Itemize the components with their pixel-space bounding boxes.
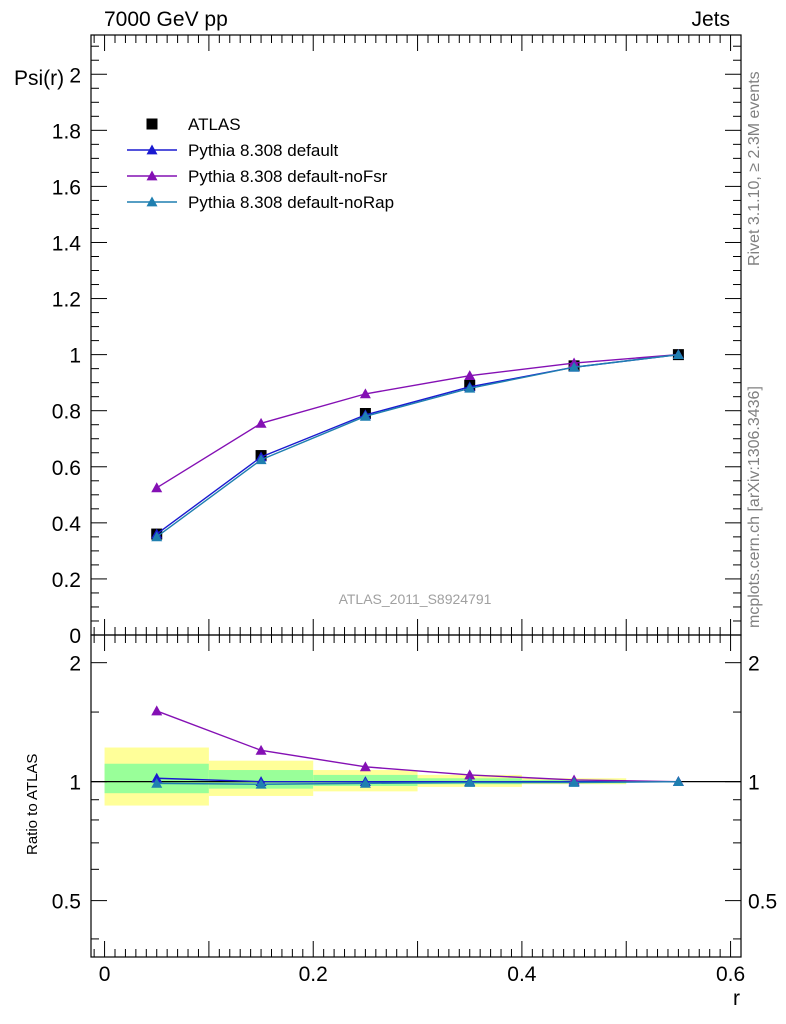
x-tick-label: 0 [99, 963, 111, 986]
main-y-tick-label: 2 [69, 64, 81, 87]
process-title: Jets [691, 8, 730, 31]
main-y-tick-label: 0.2 [52, 569, 81, 592]
ratio-point [568, 777, 580, 787]
legend: ATLAS Pythia 8.308 default Pythia 8.308 de… [127, 115, 394, 212]
ratio-point [151, 772, 163, 783]
series-pythia-8-308-default-nofsr [151, 349, 684, 493]
axis-ticks [91, 35, 741, 957]
legend-marker [146, 170, 158, 181]
ratio-line [156, 780, 679, 785]
ratio-point [359, 777, 371, 788]
main-y-tick-label: 1 [69, 345, 81, 368]
ratio-point [255, 778, 267, 789]
ratio-point [672, 776, 684, 787]
main-y-tick-label: 0.6 [52, 457, 81, 480]
ratio-point [151, 705, 163, 716]
ratio-y-tick-label: 0.5 [52, 891, 81, 914]
series-line [156, 353, 679, 489]
ratio-point [464, 769, 476, 780]
ratio-point [255, 744, 267, 755]
data-point [255, 417, 267, 428]
ratio-line [156, 777, 679, 783]
main-y-tick-label: 0.4 [52, 513, 82, 536]
data-point [255, 454, 267, 465]
ratio-y-tick-label-right: 0.5 [748, 891, 777, 914]
data-point [672, 349, 684, 360]
ratio-y-axis-label: Ratio to ATLAS [24, 754, 41, 855]
x-tick-label: 0.6 [716, 963, 745, 986]
series-pythia-8-308-default [151, 349, 684, 539]
legend-entry: Pythia 8.308 default [127, 141, 339, 160]
ratio-line [156, 710, 679, 783]
series-line [156, 353, 679, 538]
ratio-point [359, 761, 371, 772]
ratio-series-pythia-8-308-default-norap [151, 776, 684, 789]
legend-entry: Pythia 8.308 default-noFsr [127, 167, 388, 186]
data-point [359, 410, 371, 421]
ratio-point [151, 777, 163, 788]
ratio-y-tick-label-right: 2 [748, 653, 760, 676]
main-y-tick-label: 0.8 [52, 401, 81, 424]
series-pythia-8-308-default-norap [151, 349, 684, 542]
x-tick-label: 0.2 [299, 963, 328, 986]
data-point [568, 361, 580, 372]
axis-labels: 0 0.2 0.4 0.6 0.8 1 1.2 1.4 1.6 1.8 2 0 0.2 0.4 0.6 0.5… [52, 64, 777, 986]
main-y-tick-label: 1.2 [52, 289, 81, 312]
data-point [151, 482, 163, 493]
series-line [156, 353, 679, 535]
ratio-point [464, 777, 476, 787]
data-point [464, 382, 476, 393]
energy-title: 7000 GeV pp [104, 8, 228, 31]
x-tick-label: 0.4 [507, 963, 537, 986]
ratio-y-tick-label-right: 1 [748, 772, 760, 795]
legend-entry: ATLAS [146, 115, 241, 134]
data-point [464, 370, 476, 381]
series-atlas [151, 349, 684, 540]
ratio-plot-frame [90, 634, 742, 958]
data-point [359, 388, 371, 399]
ratio-y-tick-label: 2 [69, 653, 81, 676]
main-y-tick-label: 1.6 [52, 176, 81, 199]
main-y-axis-label: Psi(r) [14, 67, 64, 90]
legend-label: Pythia 8.308 default [188, 141, 339, 160]
legend-label: Pythia 8.308 default-noFsr [188, 167, 388, 186]
legend-marker [146, 118, 158, 130]
main-y-tick-label: 1.4 [52, 232, 82, 255]
legend-marker [146, 144, 158, 155]
legend-label: ATLAS [188, 115, 241, 134]
data-point [151, 531, 163, 542]
x-axis-label: r [733, 987, 740, 1010]
analysis-watermark: ATLAS_2011_S8924791 [339, 591, 492, 607]
legend-label: Pythia 8.308 default-noRap [188, 193, 394, 212]
main-y-tick-label: 0 [69, 625, 81, 648]
ratio-y-tick-label: 1 [69, 772, 81, 795]
main-y-tick-label: 1.8 [52, 120, 81, 143]
series-layer [151, 349, 684, 789]
legend-marker [146, 196, 158, 207]
legend-entry: Pythia 8.308 default-noRap [127, 193, 394, 212]
